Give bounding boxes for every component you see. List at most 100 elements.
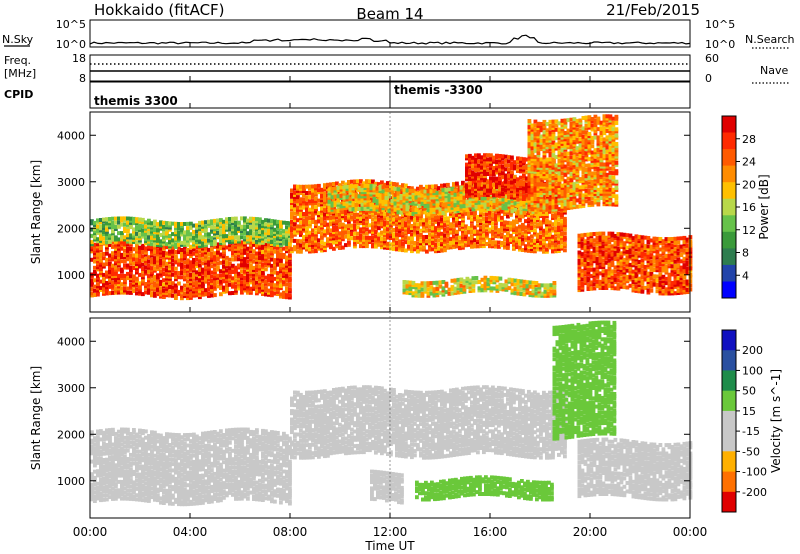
heatmap-cell-1773 bbox=[288, 231, 292, 236]
heatmap-cell-1801 bbox=[293, 232, 297, 237]
heatmap-cell-265 bbox=[135, 257, 139, 262]
heatmap-cell-4174 bbox=[426, 191, 431, 196]
heatmap-cell-1700 bbox=[267, 235, 271, 240]
heatmap-cell-3842 bbox=[560, 238, 564, 243]
heatmap-cell-1554 bbox=[219, 241, 223, 246]
heatmap-cell-233 bbox=[129, 257, 133, 262]
heatmap-cell-2171 bbox=[338, 183, 342, 188]
heatmap-cell-1970 bbox=[314, 224, 318, 228]
heatmap-cell-1841 bbox=[299, 249, 303, 254]
heatmap-cell-644 bbox=[201, 286, 205, 291]
heatmap-cell-4031 bbox=[375, 192, 380, 197]
heatmap-cell-1682 bbox=[261, 234, 265, 239]
heatmap-cell-2566 bbox=[389, 181, 393, 186]
heatmap-cell-4301 bbox=[471, 196, 476, 201]
heatmap-cell-3012 bbox=[449, 222, 453, 227]
heatmap-cell-250 bbox=[132, 255, 136, 260]
heatmap-cell-2375 bbox=[365, 179, 369, 184]
heatmap-cell-3866 bbox=[563, 235, 567, 240]
heatmap-cell-1976 bbox=[314, 205, 318, 210]
heatmap-cell-857 bbox=[237, 257, 241, 262]
heatmap-cell-25 bbox=[93, 246, 97, 251]
heatmap-cell-3328 bbox=[491, 236, 495, 240]
heatmap-cell-2034 bbox=[323, 223, 327, 227]
heatmap-cell-1411 bbox=[168, 238, 172, 243]
heatmap-cell-4873 bbox=[495, 193, 499, 198]
heatmap-cell-2404 bbox=[371, 221, 375, 226]
heatmap-cell-4199 bbox=[435, 201, 440, 206]
heatmap-cell-3600 bbox=[527, 217, 531, 222]
heatmap-cell-4934 bbox=[507, 182, 511, 187]
heatmap-cell-4774 bbox=[474, 172, 478, 177]
heatmap-cell-910 bbox=[246, 282, 250, 287]
heatmap-cell-3761 bbox=[548, 222, 552, 227]
heatmap-cell-3864 bbox=[563, 242, 567, 246]
heatmap-cell-2446 bbox=[377, 238, 381, 243]
heatmap-cell-2175 bbox=[341, 233, 345, 237]
heatmap-cell-236 bbox=[129, 249, 133, 253]
heatmap-cell-2279 bbox=[353, 181, 357, 186]
heatmap-cell-4149 bbox=[417, 193, 422, 198]
heatmap-cell-535 bbox=[183, 277, 187, 282]
heatmap-cell-1456 bbox=[183, 230, 187, 235]
heatmap-cell-1451 bbox=[183, 242, 187, 247]
heatmap-cell-1308 bbox=[135, 227, 139, 232]
heatmap-cell-3266 bbox=[482, 219, 486, 223]
heatmap-cell-4620 bbox=[486, 277, 491, 282]
heatmap-cell-4753 bbox=[471, 193, 475, 198]
heatmap-cell-4628 bbox=[492, 278, 497, 283]
heatmap-cell-751 bbox=[219, 286, 223, 290]
heatmap-cell-4382 bbox=[501, 201, 506, 206]
heatmap-cell-4746 bbox=[468, 168, 472, 173]
heatmap-cell-3968 bbox=[354, 196, 359, 201]
heatmap-cell-461 bbox=[168, 272, 172, 277]
heatmap-cell-658 bbox=[201, 246, 205, 251]
heatmap-cell-4080 bbox=[393, 193, 398, 198]
heatmap-cell-4011 bbox=[369, 202, 374, 207]
heatmap-cell-1911 bbox=[305, 184, 309, 189]
heatmap-cell-2473 bbox=[380, 230, 384, 235]
heatmap-cell-4859 bbox=[489, 155, 493, 160]
heatmap-cell-42 bbox=[96, 257, 100, 261]
heatmap-cell-3987 bbox=[360, 183, 365, 188]
heatmap-cell-1687 bbox=[261, 224, 265, 229]
heatmap-cell-2282 bbox=[356, 237, 360, 242]
heatmap-cell-147 bbox=[114, 255, 118, 260]
heatmap-cell-978 bbox=[255, 243, 259, 248]
heatmap-cell-151 bbox=[114, 244, 118, 249]
heatmap-cell-3389 bbox=[500, 243, 504, 248]
heatmap-cell-1042 bbox=[267, 288, 271, 293]
heatmap-cell-3151 bbox=[467, 226, 471, 231]
heatmap-cell-4739 bbox=[468, 187, 472, 192]
heatmap-cell-1640 bbox=[246, 218, 250, 223]
heatmap-cell-1051 bbox=[267, 253, 271, 257]
heatmap-cell-732 bbox=[213, 251, 217, 256]
heatmap-cell-4077 bbox=[393, 201, 398, 206]
heatmap-cell-1822 bbox=[296, 241, 300, 246]
heatmap-cell-4053 bbox=[384, 200, 389, 205]
heatmap-cell-859 bbox=[237, 250, 241, 255]
heatmap-cell-665 bbox=[204, 275, 208, 280]
heatmap-cell-4194 bbox=[432, 191, 437, 196]
heatmap-cell-3059 bbox=[455, 219, 459, 224]
heatmap-cell-281 bbox=[138, 262, 142, 267]
heatmap-cell-1312 bbox=[135, 217, 139, 222]
heatmap-cell-1207 bbox=[99, 232, 103, 237]
heatmap-cell-3395 bbox=[500, 224, 504, 229]
heatmap-cell-302 bbox=[141, 248, 145, 253]
heatmap-cell-3844 bbox=[560, 234, 564, 238]
heatmap-cell-957 bbox=[252, 255, 256, 260]
heatmap-cell-682 bbox=[207, 287, 211, 292]
heatmap-cell-656 bbox=[201, 250, 205, 255]
heatmap-cell-4902 bbox=[498, 156, 502, 161]
heatmap-cell-4316 bbox=[477, 200, 482, 205]
heatmap-cell-6 bbox=[90, 274, 94, 279]
heatmap-cell-708 bbox=[210, 260, 214, 264]
heatmap-cell-4704 bbox=[543, 285, 548, 290]
heatmap-cell-252 bbox=[132, 247, 136, 252]
heatmap-cell-4944 bbox=[510, 193, 514, 198]
heatmap-cell-1670 bbox=[258, 240, 262, 245]
heatmap-cell-2911 bbox=[437, 248, 441, 253]
heatmap-cell-1342 bbox=[147, 235, 151, 240]
heatmap-cell-4447 bbox=[525, 200, 530, 205]
